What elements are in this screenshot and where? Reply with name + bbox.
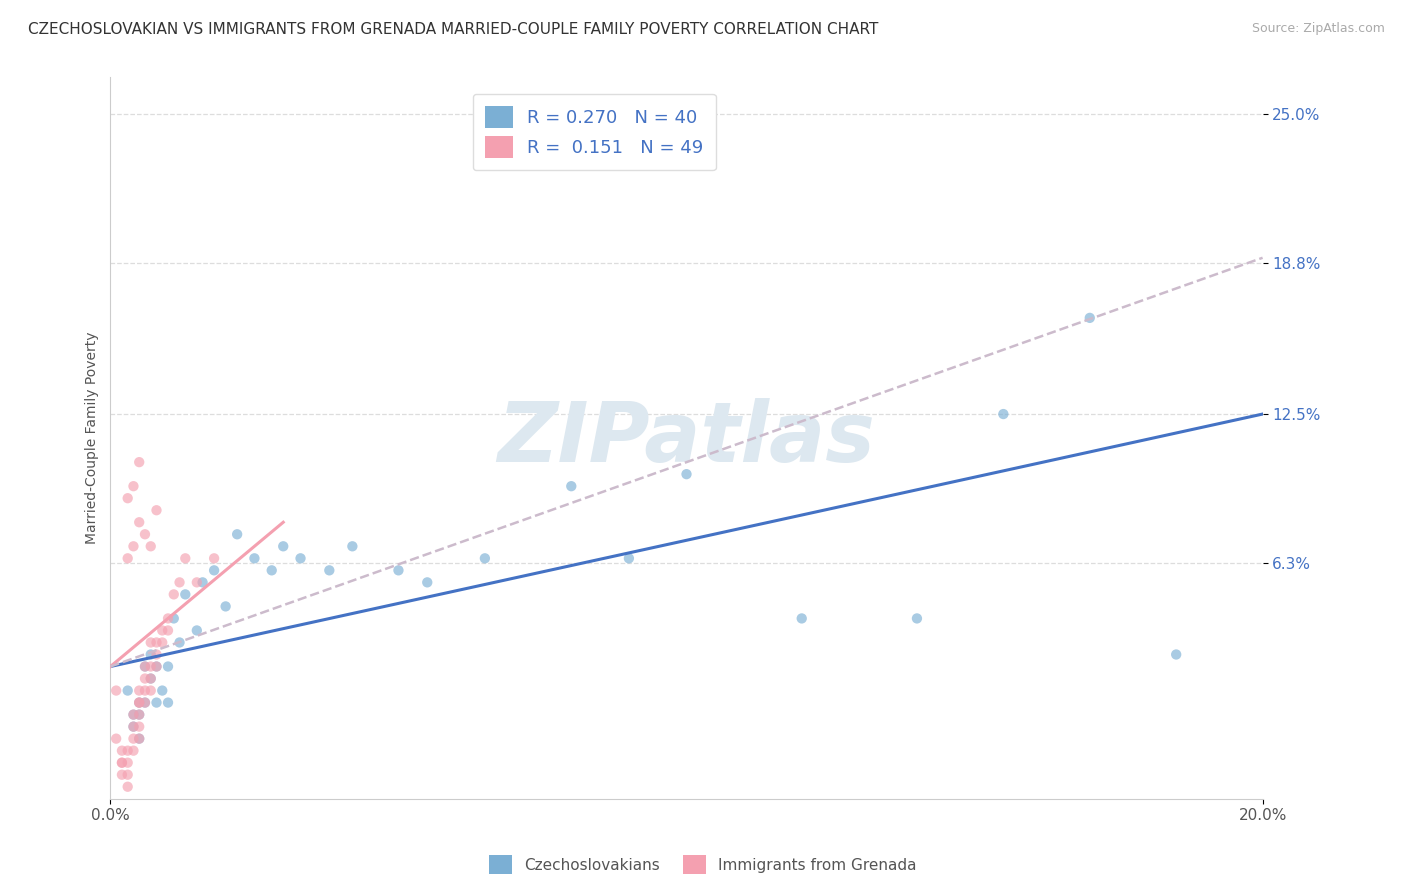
Text: ZIPatlas: ZIPatlas: [498, 398, 876, 479]
Immigrants from Grenada: [157, 624, 180, 638]
Czechoslovakians: [174, 587, 197, 601]
Czechoslovakians: [226, 527, 249, 541]
Immigrants from Grenada: [174, 551, 197, 566]
Immigrants from Grenada: [139, 659, 162, 673]
Immigrants from Grenada: [134, 672, 156, 686]
Immigrants from Grenada: [111, 756, 134, 770]
Czechoslovakians: [117, 683, 139, 698]
Immigrants from Grenada: [163, 587, 186, 601]
Czechoslovakians: [342, 539, 364, 553]
Immigrants from Grenada: [122, 744, 145, 758]
Czechoslovakians: [675, 467, 697, 482]
Czechoslovakians: [139, 672, 162, 686]
Czechoslovakians: [150, 683, 173, 698]
Immigrants from Grenada: [117, 780, 139, 794]
Immigrants from Grenada: [145, 659, 167, 673]
Immigrants from Grenada: [122, 479, 145, 493]
Immigrants from Grenada: [128, 683, 150, 698]
Immigrants from Grenada: [169, 575, 191, 590]
Immigrants from Grenada: [128, 707, 150, 722]
Immigrants from Grenada: [134, 696, 156, 710]
Immigrants from Grenada: [128, 696, 150, 710]
Czechoslovakians: [186, 624, 208, 638]
Immigrants from Grenada: [139, 683, 162, 698]
Czechoslovakians: [290, 551, 312, 566]
Immigrants from Grenada: [128, 455, 150, 469]
Czechoslovakians: [1078, 310, 1101, 325]
Czechoslovakians: [243, 551, 266, 566]
Czechoslovakians: [139, 648, 162, 662]
Immigrants from Grenada: [117, 491, 139, 506]
Immigrants from Grenada: [122, 539, 145, 553]
Immigrants from Grenada: [139, 672, 162, 686]
Czechoslovakians: [163, 611, 186, 625]
Czechoslovakians: [318, 563, 340, 577]
Czechoslovakians: [191, 575, 214, 590]
Immigrants from Grenada: [111, 756, 134, 770]
Czechoslovakians: [157, 659, 180, 673]
Czechoslovakians: [387, 563, 409, 577]
Immigrants from Grenada: [117, 768, 139, 782]
Immigrants from Grenada: [139, 635, 162, 649]
Immigrants from Grenada: [122, 731, 145, 746]
Immigrants from Grenada: [186, 575, 208, 590]
Czechoslovakians: [157, 696, 180, 710]
Immigrants from Grenada: [150, 635, 173, 649]
Immigrants from Grenada: [122, 707, 145, 722]
Czechoslovakians: [271, 539, 294, 553]
Immigrants from Grenada: [128, 696, 150, 710]
Czechoslovakians: [134, 659, 156, 673]
Czechoslovakians: [905, 611, 928, 625]
Text: Source: ZipAtlas.com: Source: ZipAtlas.com: [1251, 22, 1385, 36]
Czechoslovakians: [790, 611, 813, 625]
Czechoslovakians: [474, 551, 496, 566]
Immigrants from Grenada: [128, 720, 150, 734]
Czechoslovakians: [128, 707, 150, 722]
Immigrants from Grenada: [145, 503, 167, 517]
Czechoslovakians: [202, 563, 225, 577]
Text: CZECHOSLOVAKIAN VS IMMIGRANTS FROM GRENADA MARRIED-COUPLE FAMILY POVERTY CORRELA: CZECHOSLOVAKIAN VS IMMIGRANTS FROM GRENA…: [28, 22, 879, 37]
Czechoslovakians: [617, 551, 640, 566]
Immigrants from Grenada: [117, 744, 139, 758]
Czechoslovakians: [122, 707, 145, 722]
Y-axis label: Married-Couple Family Poverty: Married-Couple Family Poverty: [86, 332, 100, 544]
Immigrants from Grenada: [117, 551, 139, 566]
Czechoslovakians: [214, 599, 236, 614]
Czechoslovakians: [416, 575, 439, 590]
Immigrants from Grenada: [111, 768, 134, 782]
Czechoslovakians: [260, 563, 283, 577]
Czechoslovakians: [145, 696, 167, 710]
Immigrants from Grenada: [145, 648, 167, 662]
Legend: R = 0.270   N = 40, R =  0.151   N = 49: R = 0.270 N = 40, R = 0.151 N = 49: [472, 94, 716, 170]
Immigrants from Grenada: [139, 539, 162, 553]
Immigrants from Grenada: [105, 683, 128, 698]
Immigrants from Grenada: [134, 527, 156, 541]
Czechoslovakians: [145, 659, 167, 673]
Immigrants from Grenada: [134, 683, 156, 698]
Czechoslovakians: [134, 696, 156, 710]
Immigrants from Grenada: [122, 720, 145, 734]
Czechoslovakians: [128, 731, 150, 746]
Legend: Czechoslovakians, Immigrants from Grenada: Czechoslovakians, Immigrants from Grenad…: [484, 849, 922, 880]
Immigrants from Grenada: [128, 515, 150, 529]
Immigrants from Grenada: [157, 611, 180, 625]
Immigrants from Grenada: [111, 744, 134, 758]
Immigrants from Grenada: [105, 731, 128, 746]
Immigrants from Grenada: [117, 756, 139, 770]
Czechoslovakians: [993, 407, 1015, 421]
Czechoslovakians: [1166, 648, 1188, 662]
Czechoslovakians: [128, 696, 150, 710]
Immigrants from Grenada: [128, 731, 150, 746]
Czechoslovakians: [560, 479, 582, 493]
Immigrants from Grenada: [134, 659, 156, 673]
Czechoslovakians: [169, 635, 191, 649]
Immigrants from Grenada: [145, 635, 167, 649]
Czechoslovakians: [122, 720, 145, 734]
Immigrants from Grenada: [150, 624, 173, 638]
Immigrants from Grenada: [202, 551, 225, 566]
